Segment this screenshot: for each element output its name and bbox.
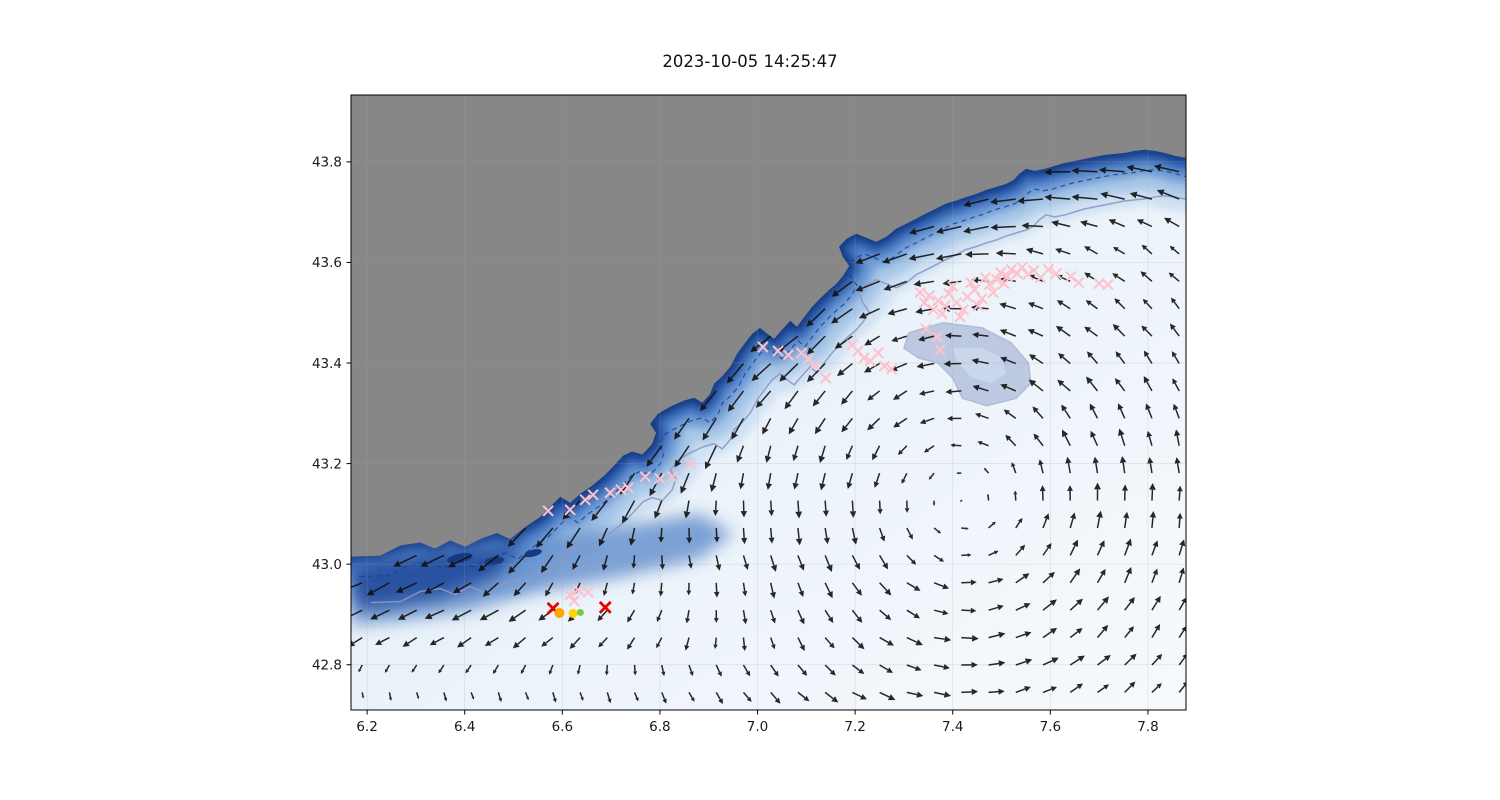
y-tick-label: 43.6: [312, 255, 342, 271]
grid-lines: [351, 95, 1186, 710]
x-tick-label: 6.4: [454, 719, 475, 735]
x-tick-label: 6.6: [552, 719, 573, 735]
tick-marks: [346, 161, 1149, 715]
x-tick-label: 6.2: [356, 719, 377, 735]
bathymetry-band: [351, 95, 1186, 612]
plot-title: 2023-10-05 14:25:47: [662, 52, 838, 71]
bathymetry-contour-solid: [370, 195, 1186, 604]
red-x-markers: [546, 600, 612, 615]
y-tick-label: 43.0: [312, 557, 342, 573]
x-tick-label: 7.6: [1040, 719, 1061, 735]
x-tick-label: 6.8: [649, 719, 670, 735]
map-area: [351, 95, 1186, 710]
y-tick-label: 42.8: [312, 657, 342, 673]
bathymetry-contour-dashed: [358, 169, 1186, 578]
y-tick-label: 43.2: [312, 456, 342, 472]
axis-tick-labels: 6.2 6.4 6.6 6.8 7.0 7.2 7.4 7.6 7.8 42.8 43.0 43.2 4…: [312, 155, 1159, 735]
x-tick-label: 7.8: [1137, 719, 1158, 735]
station-dot-markers: [554, 607, 584, 618]
current-quiver-arrows: [351, 164, 1186, 704]
y-tick-label: 43.4: [312, 356, 342, 372]
x-tick-label: 7.4: [942, 719, 963, 735]
islands: [447, 549, 542, 566]
land-mass: [351, 95, 1186, 557]
offshore-contour-ring-center: [952, 347, 1007, 384]
x-tick-label: 7.0: [747, 719, 768, 735]
y-tick-label: 43.8: [312, 155, 342, 171]
x-tick-label: 7.2: [844, 719, 865, 735]
axes-frame: [350, 94, 1187, 711]
pink-x-markers: [542, 261, 1114, 607]
